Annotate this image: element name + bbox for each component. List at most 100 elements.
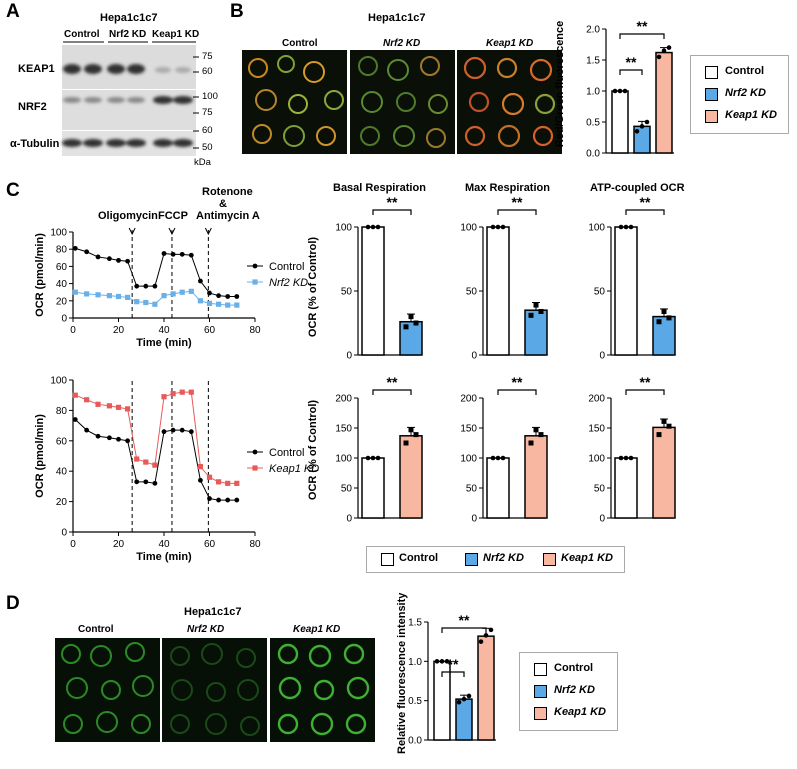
b-legend-keap1: Keap1 KD [725,109,777,121]
blot-marker-ticks [193,56,199,149]
l1-series-1-point [84,291,90,297]
c-top-0-point [413,320,419,326]
c-line-chart-nrf2: 0 20 40 60 80 100 0 20 40 60 80 Time (min) OCR (pmol… [34,227,308,350]
l2-series-0-point [143,479,149,485]
c-bot-1-point [528,440,534,446]
l1-ytick-label: 40 [56,279,68,290]
l2-series-1-point [95,401,101,407]
b-point [622,88,628,94]
l2-ylabel: OCR (pmol/min) [34,414,46,498]
c-bot-0-ytick-label: 0 [346,514,352,525]
l1-legend-marker [252,279,258,285]
c-bot-2-point [628,455,634,461]
c-bot-1-point [538,432,544,438]
c-bot-2-bar-1 [652,426,676,519]
d-point [488,627,494,633]
l2-series-1-point [134,456,140,462]
l1-ytick-label: 0 [61,314,67,325]
c-bar-title-max: Max Respiration [465,182,550,194]
d-img-label-control: Control [78,624,114,635]
d-sig-label: ** [448,656,459,672]
l1-ytick-label: 100 [50,228,67,239]
b-legend-swatch-nrf2 [705,88,718,101]
marker-75a: 75 [202,51,213,62]
d-point [461,696,467,702]
c-bot-1-ytick-label: 200 [460,394,477,405]
c-bot-0-sig-bracket [372,389,412,395]
marker-100: 100 [202,91,218,102]
l1-xtick-label: 20 [113,325,125,336]
d-ytick-label: 0.5 [408,696,422,707]
l2-ytick-label: 80 [56,406,68,417]
c-bot-2-point [661,418,667,424]
c-bot-2-sig-bracket [625,389,665,395]
b-legend-swatch-keap1 [705,110,718,123]
l1-series-1-point [179,289,185,295]
c-top-1-bar-1 [524,309,548,356]
l1-series-0-point [161,251,167,256]
c-top-1-point [495,224,501,230]
l2-series-0-point [84,427,90,433]
d-image-nrf2 [162,638,267,742]
l1-series-0-point [170,251,176,257]
l1-series-0-point [72,245,78,251]
blot-group-nrf2: Nrf2 KD [109,29,147,40]
l2-series-0-point [72,417,78,422]
c-top-0-bar-1 [399,320,423,356]
c-top-2-ytick-label: 0 [599,351,605,362]
d-point [483,633,489,638]
l2-series-1-point [72,392,78,398]
l2-series-0-point [134,479,140,485]
panel-label-a: A [6,1,20,22]
l1-series-0-point [95,254,101,260]
l1-injection-arrow [168,227,176,236]
c-top-0-sig-bracket [372,209,412,215]
l1-series-1-point [197,298,203,304]
c-bot-1-point [495,455,501,461]
c-bar-title-basal: Basal Respiration [333,182,426,194]
l2-legend-label: Keap1 KD [269,463,319,475]
c-bot-0-point [413,432,419,438]
c-top-0-point [365,224,371,230]
d-legend-nrf2: Nrf2 KD [554,684,595,696]
l1-ytick-label: 80 [56,245,68,256]
b-ylabel: Red/Green fluorescence [554,20,566,148]
l1-series-1-point [134,299,140,305]
c-top-1-bar-0 [486,226,510,356]
l2-series-1-point [197,464,203,470]
l1-series-1-point [143,299,149,306]
l1-series-1-point [170,291,176,297]
c-bot-2-ytick-label: 200 [588,394,605,405]
b-image-nrf2 [350,50,455,154]
l2-series-1-point [152,462,158,468]
d-point [466,693,472,699]
c-bot-1-ytick-label: 100 [460,454,477,465]
c-legend-swatch-control [381,553,394,566]
c-legend-swatch-keap1 [543,553,556,566]
c-top-0-point [375,224,381,230]
c-bot-2-sig-label: ** [640,374,651,390]
l2-legend-label: Control [269,447,304,459]
c-top-1-point [500,224,506,230]
c-annot-rotenone: Rotenone [202,186,253,198]
blot-row-tubulin: α-Tubulin [10,138,60,150]
c-bot-0-point [370,455,376,461]
d-legend-swatch-nrf2 [534,685,547,698]
b-img-label-keap1: Keap1 KD [486,38,534,49]
l2-series-0-point [216,497,222,503]
l2-legend-marker [252,465,258,471]
l2-series-0-point [207,496,212,501]
c-bot-2-bar-0 [614,457,638,519]
b-image-keap1 [457,50,562,154]
l2-series-0-point [125,438,130,444]
c-top-2-sig-label: ** [640,194,651,210]
c-bot-1-bar-0 [486,457,510,519]
c-legend: Control Nrf2 KD Keap1 KD [366,546,625,573]
c-top-2-point [628,224,634,230]
b-point [666,45,672,50]
l1-series-1-point [234,302,240,308]
l1-series-1-point [72,289,78,295]
d-point [444,659,450,664]
c-legend-swatch-nrf2 [465,553,478,566]
d-sig-bracket [441,627,487,633]
